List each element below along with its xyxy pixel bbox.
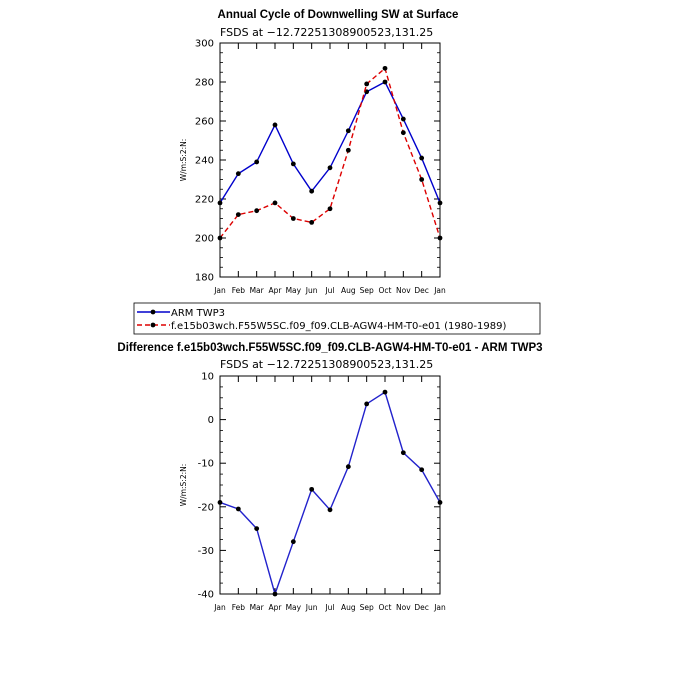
top-chart-title: Annual Cycle of Downwelling SW at Surfac…	[218, 9, 459, 21]
bottom-series-0-point	[419, 467, 425, 473]
top-ytick-label: 240	[195, 156, 214, 167]
top-series-1-point	[437, 235, 443, 241]
bottom-xtick-label: Feb	[232, 603, 246, 612]
top-series-0-point	[309, 188, 315, 194]
top-plot-frame	[219, 42, 441, 278]
top-series-1-point	[382, 65, 388, 71]
top-xtick-label: Dec	[414, 286, 429, 295]
bottom-y-axis-label: W/m:S:2:N:	[179, 464, 188, 507]
bottom-xtick-label: Jun	[305, 603, 318, 612]
bottom-series-0-point	[437, 500, 443, 505]
legend-marker-arm	[150, 309, 156, 315]
top-xtick-label: May	[286, 286, 302, 295]
bottom-plot-frame	[219, 375, 441, 595]
top-y-axis-label: W/m:S:2:N:	[179, 139, 188, 182]
top-series-0-point	[345, 128, 351, 134]
bottom-xtick-label: Mar	[250, 603, 265, 612]
bottom-series-0-point	[327, 507, 333, 513]
bottom-series-0-point	[254, 526, 260, 531]
bottom-xtick-label: Jan	[433, 603, 446, 612]
top-xtick-label: Apr	[269, 286, 283, 295]
bottom-ytick-label: -30	[198, 546, 214, 557]
bottom-xtick-label: Jan	[213, 603, 226, 612]
bottom-chart-title: Difference f.e15b03wch.F55W5SC.f09_f09.C…	[117, 342, 542, 354]
bottom-ytick-label: -10	[198, 459, 214, 470]
top-xtick-label: Oct	[379, 286, 392, 295]
bottom-series-0-point	[400, 450, 406, 456]
top-panel: Annual Cycle of Downwelling SW at Surfac…	[179, 9, 458, 295]
bottom-chart-subtitle: FSDS at −12.72251308900523,131.25	[220, 358, 433, 371]
top-xtick-label: Feb	[232, 286, 246, 295]
top-series-0-point	[327, 165, 333, 171]
top-series-line-0	[219, 81, 441, 204]
top-series-0-point	[235, 171, 241, 177]
top-series-1-point	[272, 200, 278, 206]
bottom-series-0-point	[272, 591, 278, 597]
bottom-xtick-label: Oct	[379, 603, 392, 612]
top-series-0-point	[382, 79, 388, 85]
bottom-series-0-point	[345, 464, 351, 470]
bottom-ytick-label: 0	[208, 415, 214, 426]
bottom-series-0-point	[290, 539, 296, 545]
top-series-line-1	[219, 67, 441, 239]
top-series-0-point	[419, 155, 425, 161]
top-series-1-point	[217, 235, 223, 241]
top-ytick-label: 200	[195, 234, 214, 245]
top-series-0-point	[254, 159, 260, 165]
top-series-1-point	[254, 208, 260, 214]
bottom-series-0-point	[309, 486, 315, 492]
bottom-xtick-label: Jul	[324, 603, 334, 612]
bottom-series-0-point	[235, 506, 241, 512]
bottom-series-0-point	[382, 389, 388, 395]
bottom-series-0-point	[217, 500, 223, 505]
top-ytick-label: 260	[195, 117, 214, 128]
top-xtick-label: Sep	[360, 286, 374, 295]
top-xtick-label: Jul	[324, 286, 334, 295]
top-xtick-label: Jun	[305, 286, 318, 295]
top-xtick-label: Mar	[250, 286, 265, 295]
bottom-xtick-label: Apr	[269, 603, 283, 612]
bottom-xtick-label: Dec	[414, 603, 429, 612]
top-ytick-label: 220	[195, 195, 214, 206]
top-ytick-label: 280	[195, 78, 214, 89]
top-xtick-label: Aug	[341, 286, 356, 295]
top-series-1-point	[235, 212, 241, 218]
top-series-0-point	[437, 200, 443, 206]
bottom-panel: Difference f.e15b03wch.F55W5SC.f09_f09.C…	[117, 342, 542, 612]
top-xtick-label: Jan	[213, 286, 226, 295]
top-series-1-point	[364, 81, 370, 87]
top-series-0-point	[290, 161, 296, 167]
top-chart-subtitle: FSDS at −12.72251308900523,131.25	[220, 26, 433, 39]
top-series-1-point	[400, 130, 406, 136]
top-series-1-point	[327, 206, 333, 212]
top-series-1-point	[290, 216, 296, 221]
bottom-ytick-label: -20	[198, 502, 214, 513]
legend-marker-model	[150, 322, 156, 328]
legend-label-arm: ARM TWP3	[171, 308, 225, 319]
bottom-series-line-0	[219, 391, 441, 597]
top-series-0-point	[272, 122, 278, 128]
top-series-1-point	[345, 147, 351, 153]
top-series-0-point	[217, 200, 223, 206]
top-ytick-label: 300	[195, 39, 214, 50]
bottom-xtick-label: Sep	[360, 603, 374, 612]
bottom-xtick-label: Aug	[341, 603, 356, 612]
bottom-ytick-label: 10	[201, 372, 214, 383]
bottom-xtick-label: May	[286, 603, 302, 612]
bottom-series-0-point	[364, 401, 370, 407]
top-series-0-point	[400, 116, 406, 122]
top-series-1-point	[419, 177, 425, 182]
legend-label-model: f.e15b03wch.F55W5SC.f09_f09.CLB-AGW4-HM-…	[171, 321, 506, 332]
top-xtick-label: Jan	[433, 286, 446, 295]
bottom-ytick-label: -40	[198, 590, 214, 601]
legend-box	[133, 302, 541, 335]
top-xtick-label: Nov	[396, 286, 411, 295]
legend: ARM TWP3 f.e15b03wch.F55W5SC.f09_f09.CLB…	[133, 302, 541, 335]
top-ytick-label: 180	[195, 273, 214, 284]
bottom-xtick-label: Nov	[396, 603, 411, 612]
top-series-1-point	[309, 220, 315, 225]
